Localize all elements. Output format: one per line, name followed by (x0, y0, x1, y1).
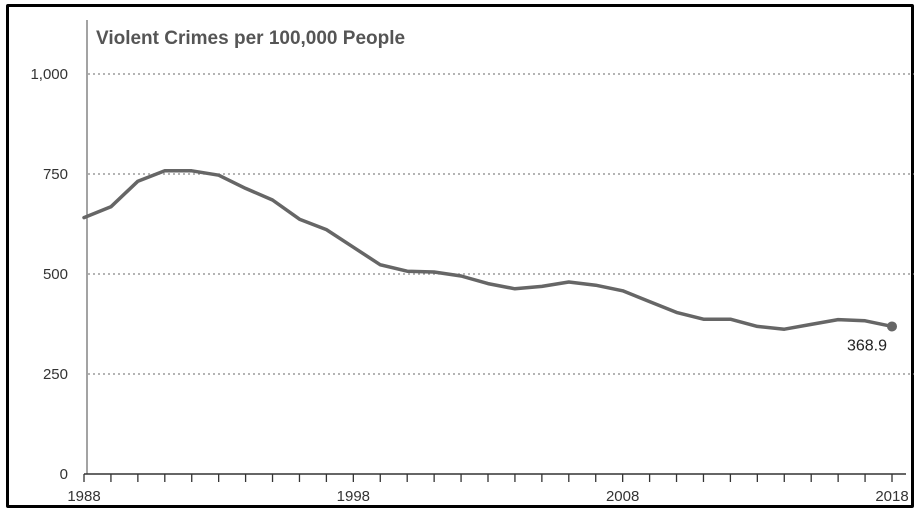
y-tick-label: 750 (43, 166, 68, 183)
x-tick-label: 1998 (337, 488, 370, 505)
series: 368.9 (82, 169, 897, 354)
end-point-marker (887, 321, 897, 332)
x-tick-label: 1988 (67, 488, 100, 505)
end-point-label: 368.9 (847, 337, 887, 354)
y-tick-label: 250 (43, 366, 68, 383)
chart-title: Violent Crimes per 100,000 People (96, 28, 405, 49)
chart-frame (6, 4, 914, 508)
axes: 0 250 500 750 1,000 1988 1998 2008 2018 (30, 20, 909, 505)
x-tick-label: 2008 (606, 488, 639, 505)
series-line (82, 169, 894, 331)
y-tick-label: 0 (60, 466, 68, 483)
y-tick-label: 1,000 (30, 66, 68, 83)
x-tick-label: 2018 (875, 488, 908, 505)
y-tick-label: 500 (43, 266, 68, 283)
